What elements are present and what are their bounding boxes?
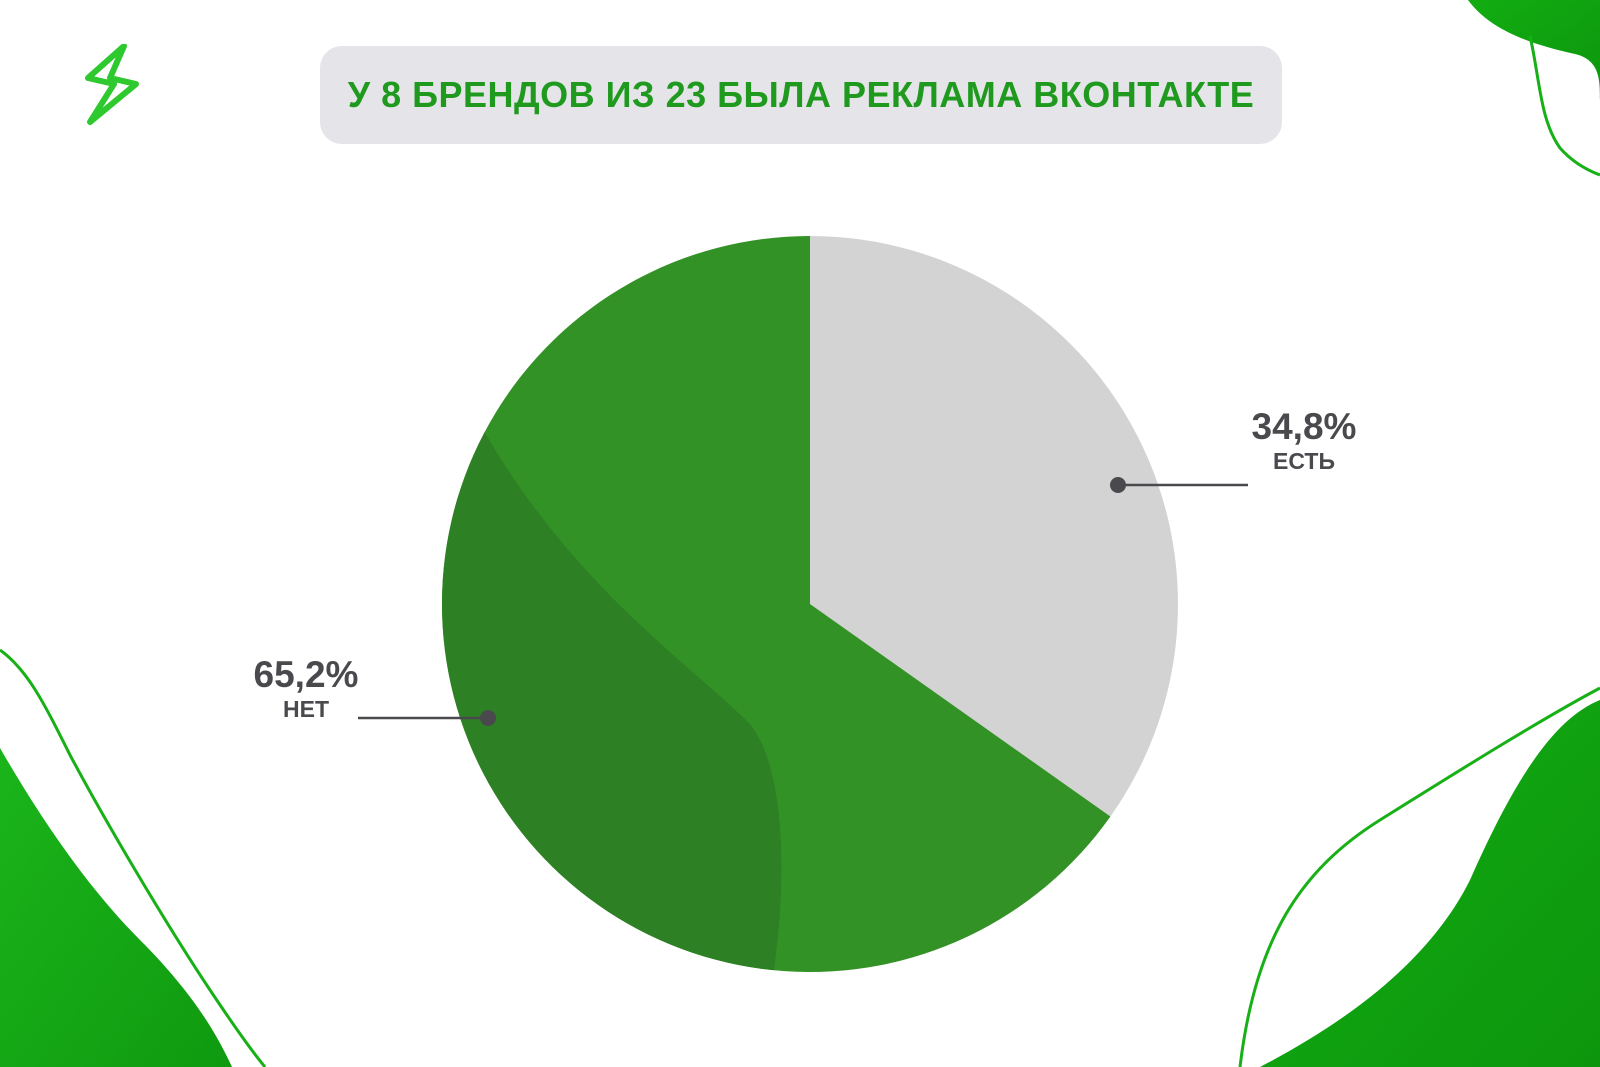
- bottom-right-outline: [1238, 686, 1600, 1067]
- data-label-no: 65,2% НЕТ: [244, 654, 368, 722]
- bottom-right-blob: [1260, 700, 1600, 1067]
- data-label-yes-category: ЕСТЬ: [1273, 448, 1335, 474]
- chart-title: У 8 БРЕНДОВ ИЗ 23 БЫЛА РЕКЛАМА ВКОНТАКТЕ: [347, 74, 1255, 115]
- data-label-no-value: 65,2%: [253, 654, 359, 695]
- pie-slice-yes: [810, 236, 1178, 817]
- bottom-left-blob: [0, 748, 232, 1067]
- callout-no: [358, 710, 496, 726]
- top-right-outline: [1528, 35, 1600, 177]
- data-label-yes-value: 34,8%: [1251, 406, 1357, 447]
- lightning-bolt-icon: [85, 44, 139, 125]
- title-banner: У 8 БРЕНДОВ ИЗ 23 БЫЛА РЕКЛАМА ВКОНТАКТЕ: [320, 46, 1282, 144]
- data-label-no-category: НЕТ: [283, 696, 329, 722]
- callout-dot-yes: [1110, 477, 1126, 493]
- callout-yes: [1110, 477, 1248, 493]
- top-right-leaf: [1468, 0, 1600, 100]
- callout-dot-no: [480, 710, 496, 726]
- bottom-left-outline: [0, 648, 267, 1067]
- data-label-yes: 34,8% ЕСТЬ: [1240, 406, 1368, 474]
